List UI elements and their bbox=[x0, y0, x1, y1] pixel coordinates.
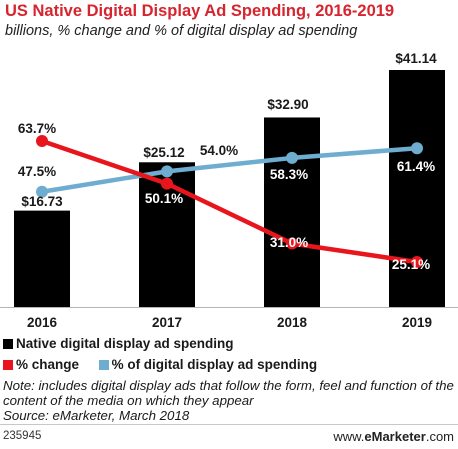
pct-digital-point-2019 bbox=[411, 142, 423, 155]
pct-digital-label-2019: 61.4% bbox=[397, 159, 435, 174]
legend-swatch-pct-change bbox=[3, 360, 13, 370]
legend-label-pct-digital: % of digital display ad spending bbox=[111, 357, 318, 372]
pct-digital-point-2017 bbox=[161, 165, 173, 178]
x-tick-label-2018: 2018 bbox=[277, 315, 308, 330]
pct-change-point-2018 bbox=[286, 237, 298, 250]
pct-digital-label-2017: 54.0% bbox=[200, 143, 238, 158]
brand-prefix: www. bbox=[333, 429, 365, 444]
pct-change-point-2019 bbox=[411, 256, 423, 268]
chart-id: 235945 bbox=[3, 430, 42, 442]
pct-digital-label-2016: 47.5% bbox=[18, 164, 56, 179]
bar-label-2019: $41.14 bbox=[395, 51, 437, 66]
chart-subtitle: billions, % change and % of digital disp… bbox=[5, 23, 358, 39]
pct-digital-point-2016 bbox=[36, 185, 48, 198]
pct-digital-label-2018: 58.3% bbox=[270, 167, 308, 182]
note-text: Note: includes digital display ads that … bbox=[3, 378, 454, 408]
pct-change-label-2018: 31.0% bbox=[270, 235, 308, 250]
legend-label-native-spending: Native digital display ad spending bbox=[16, 336, 234, 351]
pct-change-label-2016: 63.7% bbox=[18, 121, 56, 136]
pct-digital-point-2018 bbox=[286, 151, 298, 164]
chart-plot: 2016 2017 2018 2019 $16.73 $25.12 $32.90 $41.14… bbox=[0, 51, 458, 330]
brand-name: eMarketer bbox=[364, 429, 426, 444]
bar-label-2017: $25.12 bbox=[143, 145, 184, 160]
pct-change-label-2017: 50.1% bbox=[145, 191, 183, 206]
bar-2018 bbox=[264, 117, 320, 307]
brand-logo: www.eMarketer.com bbox=[333, 429, 454, 444]
chart-note: Note: includes digital display ads that … bbox=[3, 378, 455, 423]
legend-label-pct-change: % change bbox=[16, 357, 80, 372]
x-tick-label-2017: 2017 bbox=[152, 315, 182, 330]
source-text: Source: eMarketer, March 2018 bbox=[3, 408, 190, 423]
legend-swatch-pct-digital bbox=[98, 360, 109, 370]
brand-suffix: .com bbox=[425, 429, 454, 444]
x-tick-label-2016: 2016 bbox=[27, 315, 58, 330]
footer-divider bbox=[0, 424, 458, 425]
bar-label-2016: $16.73 bbox=[21, 194, 63, 209]
x-tick-label-2019: 2019 bbox=[402, 315, 432, 330]
legend-swatch-native-spending bbox=[3, 339, 13, 349]
pct-digital-line bbox=[39, 145, 420, 195]
pct-change-point-2017 bbox=[161, 177, 173, 190]
bar-2016 bbox=[14, 210, 70, 307]
pct-change-line bbox=[39, 138, 420, 265]
legend-item-native-spending: Native digital display ad spending bbox=[3, 336, 234, 351]
bar-label-2018: $32.90 bbox=[267, 97, 308, 112]
legend-row-lines: % change % of digital display ad spendin… bbox=[3, 357, 317, 372]
pct-change-label-2019: 25.1% bbox=[392, 257, 430, 272]
chart-title: US Native Digital Display Ad Spending, 2… bbox=[5, 2, 395, 20]
pct-change-point-2016 bbox=[36, 135, 48, 147]
